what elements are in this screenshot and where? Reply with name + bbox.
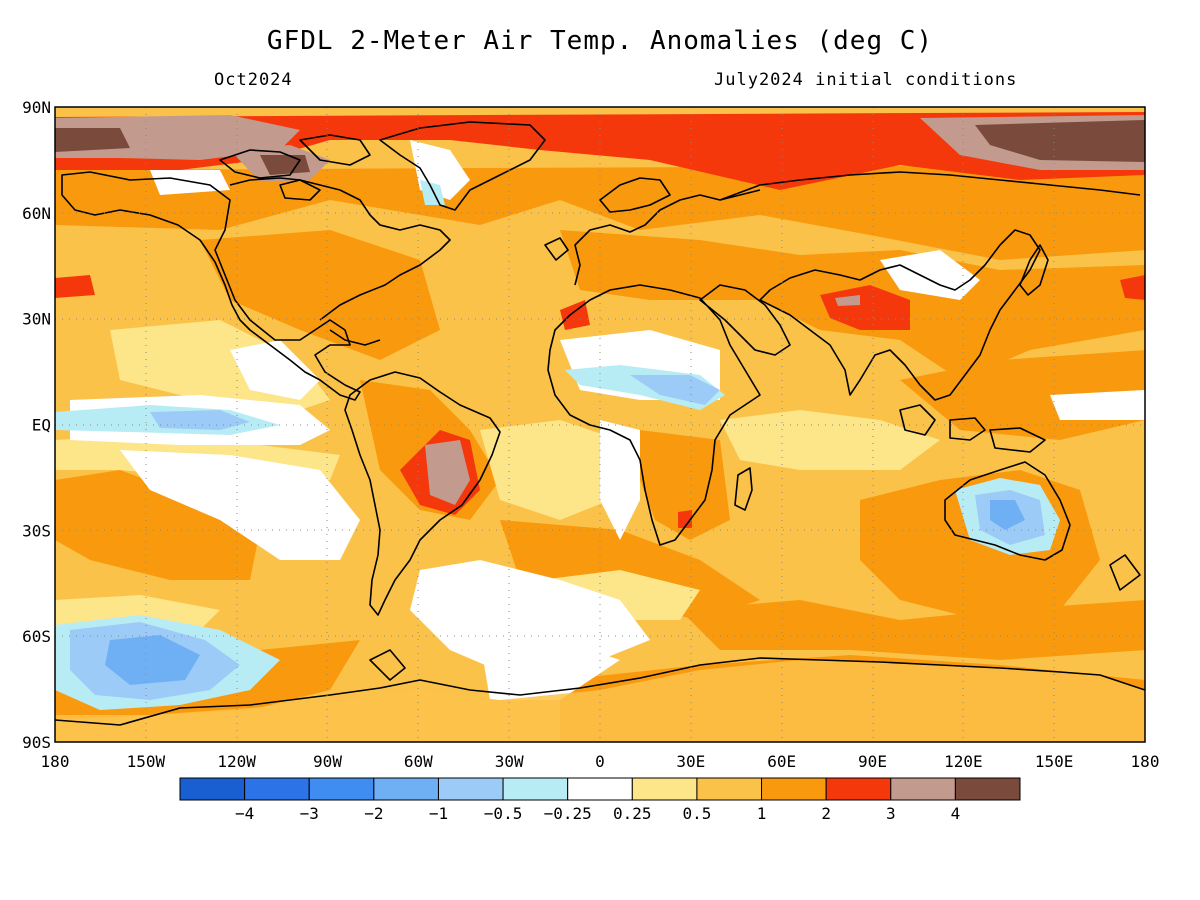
lon-tick-label: 180	[1131, 752, 1160, 771]
valid-month-label: Oct2024	[214, 70, 293, 90]
colorbar-swatch	[179, 777, 246, 801]
lon-tick-label: 0	[595, 752, 605, 771]
lon-tick-label: 30W	[495, 752, 524, 771]
lon-tick-label: 180	[41, 752, 70, 771]
colorbar-swatch	[631, 777, 698, 801]
lat-tick-label: 30S	[22, 521, 51, 540]
lon-tick-label: 90W	[313, 752, 342, 771]
colorbar-label: −0.25	[544, 804, 592, 823]
lon-tick-label: 120W	[217, 752, 256, 771]
colorbar-label: 0.25	[613, 804, 652, 823]
colorbar-label: −3	[300, 804, 319, 823]
coastlines	[55, 121, 1145, 726]
lon-tick-label: 120E	[944, 752, 983, 771]
lat-tick-label: 90S	[22, 733, 51, 752]
colorbar-label: 1	[757, 804, 767, 823]
lat-tick-label: 60N	[22, 204, 51, 223]
anomaly-field	[55, 107, 1145, 742]
colorbar: −4 −3 −2 −1 −0.5 −0.25 0.25 0.5 1 2 3 4	[179, 777, 1021, 823]
lon-tick-label: 60E	[767, 752, 796, 771]
colorbar-label: 0.5	[682, 804, 711, 823]
colorbar-swatch	[308, 777, 375, 801]
colorbar-swatch	[437, 777, 504, 801]
colorbar-swatch	[890, 777, 956, 801]
colorbar-swatch	[244, 777, 310, 801]
colorbar-label: −4	[235, 804, 254, 823]
colorbar-swatch	[954, 777, 1021, 801]
lat-tick-label: 30N	[22, 310, 51, 329]
colorbar-label: 4	[951, 804, 961, 823]
colorbar-label: −1	[429, 804, 448, 823]
lon-tick-label: 150E	[1035, 752, 1074, 771]
map-title: GFDL 2-Meter Air Temp. Anomalies (deg C)	[266, 26, 934, 56]
lat-tick-label: 60S	[22, 627, 51, 646]
init-conditions-label: July2024 initial conditions	[714, 70, 1018, 90]
colorbar-label: 3	[886, 804, 896, 823]
colorbar-swatch	[567, 777, 633, 801]
graticule	[55, 107, 1145, 742]
lon-tick-label: 150W	[127, 752, 166, 771]
colorbar-label: −0.5	[484, 804, 523, 823]
plot-frame	[54, 106, 1146, 743]
colorbar-swatch	[502, 777, 569, 801]
colorbar-swatch	[696, 777, 763, 801]
colorbar-swatch	[373, 777, 439, 801]
colorbar-swatch	[761, 777, 827, 801]
colorbar-label: 2	[821, 804, 831, 823]
lat-tick-label: EQ	[32, 416, 51, 435]
lon-tick-label: 30E	[676, 752, 705, 771]
lat-tick-label: 90N	[22, 98, 51, 117]
lon-tick-label: 60W	[404, 752, 433, 771]
colorbar-label: −2	[364, 804, 383, 823]
colorbar-swatch	[825, 777, 892, 801]
lon-tick-label: 90E	[858, 752, 887, 771]
